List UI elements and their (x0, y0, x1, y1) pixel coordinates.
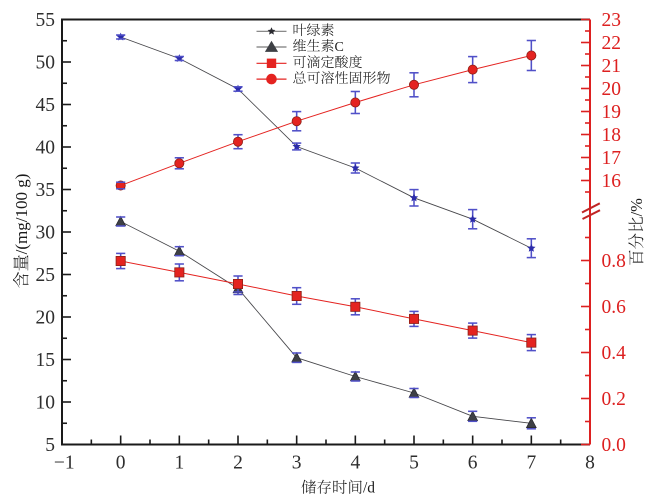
svg-text:7: 7 (526, 453, 536, 474)
svg-text:17: 17 (602, 148, 622, 169)
svg-text:/(mg/100 g): /(mg/100 g) (12, 174, 31, 255)
svg-text:0.0: 0.0 (602, 435, 626, 456)
svg-text:23: 23 (602, 10, 622, 31)
svg-text:20: 20 (36, 307, 56, 328)
svg-text:/d: /d (363, 480, 375, 497)
svg-text:0.6: 0.6 (602, 297, 627, 318)
svg-text:0: 0 (116, 453, 126, 474)
svg-text:/%: /% (627, 198, 646, 217)
svg-text:30: 30 (36, 222, 56, 243)
svg-text:−1: −1 (54, 453, 75, 474)
svg-text:5: 5 (45, 435, 55, 456)
svg-text:21: 21 (602, 56, 622, 77)
svg-text:0.4: 0.4 (602, 343, 627, 364)
svg-text:16: 16 (602, 171, 622, 192)
svg-text:10: 10 (36, 392, 56, 413)
svg-text:15: 15 (36, 350, 56, 371)
svg-text:3: 3 (292, 453, 302, 474)
svg-text:0.8: 0.8 (602, 251, 626, 272)
svg-text:5: 5 (409, 453, 419, 474)
svg-text:19: 19 (602, 102, 622, 123)
svg-text:0.2: 0.2 (602, 389, 626, 410)
svg-text:1: 1 (174, 453, 184, 474)
svg-text:22: 22 (602, 33, 622, 54)
svg-text:6: 6 (468, 453, 478, 474)
svg-text:45: 45 (36, 95, 56, 116)
svg-text:2: 2 (233, 453, 243, 474)
svg-text:25: 25 (36, 265, 56, 286)
svg-text:18: 18 (602, 125, 622, 146)
svg-text:4: 4 (350, 453, 360, 474)
svg-text:20: 20 (602, 79, 622, 100)
svg-text:50: 50 (36, 52, 56, 73)
svg-text:40: 40 (36, 137, 56, 158)
svg-text:35: 35 (36, 180, 56, 201)
svg-text:8: 8 (585, 453, 595, 474)
svg-text:C: C (335, 40, 344, 55)
svg-text:55: 55 (36, 10, 56, 31)
